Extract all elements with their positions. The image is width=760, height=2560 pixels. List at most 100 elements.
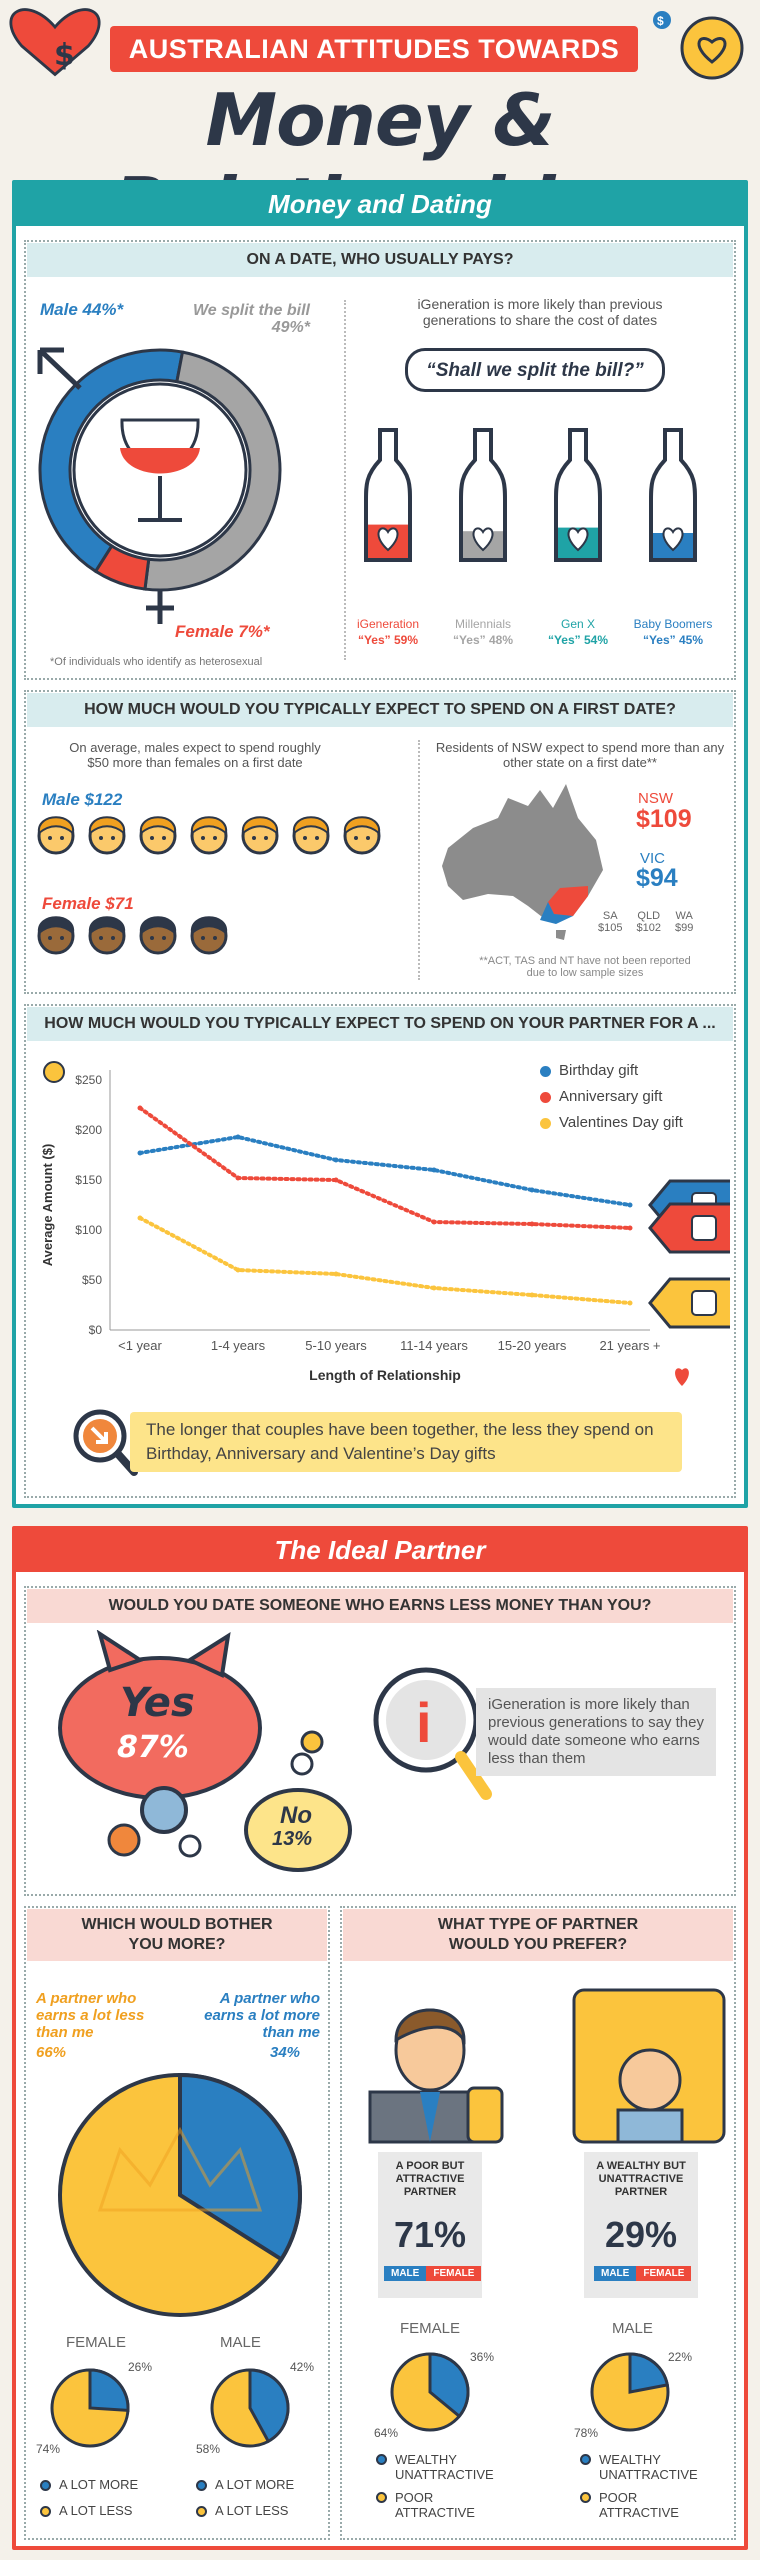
x-tick-5: 21 years + <box>599 1338 660 1353</box>
female-face-icon-1-eye-r <box>111 936 115 940</box>
partner-spend-callout: The longer that couples have been togeth… <box>130 1412 682 1472</box>
crown-icon <box>97 2126 263 2212</box>
less-label: A partner who earns a lot less than me <box>36 1990 145 2041</box>
coin-icon <box>680 16 744 80</box>
spend-faces <box>37 816 381 955</box>
yes-label: Yes <box>120 1680 195 1726</box>
male-face-icon-2-eye-l <box>150 836 154 840</box>
piggy-yes-icon <box>58 1630 262 1858</box>
split-intro: iGeneration is more likely than previous… <box>417 296 663 328</box>
prefer-female-poor: 64% <box>374 2426 399 2440</box>
bottle-2-generation: Gen X <box>561 617 595 631</box>
female-pays-label: Female 7%* <box>175 622 270 641</box>
bottle-0-heart-icon <box>377 527 399 552</box>
bottle-3-glass <box>651 430 695 560</box>
vic-region <box>540 902 573 924</box>
bother-female-more: 26% <box>128 2360 153 2374</box>
male-face-icon-5-hair <box>292 816 330 835</box>
series-2-point-4 <box>529 1292 535 1298</box>
male-face-icon-6-eye-l <box>354 836 358 840</box>
x-tick-4: 15-20 years <box>498 1338 567 1353</box>
series-0-point-1 <box>235 1134 241 1140</box>
series-2-point-3 <box>431 1285 437 1291</box>
prefer-female-title: FEMALE <box>400 2320 461 2337</box>
x-tick-2: 5-10 years <box>305 1338 367 1353</box>
series-0-point-0 <box>137 1150 143 1156</box>
small-coin-dollar: $ <box>657 14 664 28</box>
bother-male-less: 58% <box>196 2442 221 2456</box>
ring-segment-female <box>93 543 151 591</box>
bottle-1-glass <box>461 430 505 560</box>
bottle-1-outline <box>459 428 507 562</box>
series-1-point-2 <box>333 1177 339 1183</box>
partner-spend-chart: $0 $50 $100 $150 $200 $250 <1 year 1-4 years 5-1… <box>40 1061 730 1386</box>
wine-fill <box>120 448 200 474</box>
split-label: We split the bill 49%* <box>192 302 310 336</box>
big-pie-more-slice <box>178 2072 302 2263</box>
first-date-question: HOW MUCH WOULD YOU TYPICALLY EXPECT TO S… <box>27 693 733 727</box>
bottle-3-yes: “Yes” 45% <box>643 633 703 647</box>
vic-value: $94 <box>636 864 678 892</box>
magnifier-icon <box>73 1409 138 1476</box>
chart-heart-icon <box>675 1368 689 1386</box>
gift-tag-symbol-1 <box>691 1215 717 1241</box>
series-0-point-5 <box>627 1202 633 1208</box>
bottle-3-heart-icon <box>662 527 684 552</box>
who-pays-footnote: *Of individuals who identify as heterose… <box>50 656 263 668</box>
legend-dot-birthday <box>540 1065 551 1077</box>
bother-question: WHICH WOULD BOTHER YOU MORE? <box>27 1909 327 1961</box>
bother-male-pie-slice <box>248 2368 290 2444</box>
prefer-male-wealthy: 22% <box>668 2350 693 2364</box>
male-face-icon-1-eye-l <box>99 836 103 840</box>
yes-percent: 87% <box>117 1730 189 1765</box>
info-glyph: i <box>416 1691 432 1754</box>
legend-anniversary: Anniversary gift <box>540 1084 683 1110</box>
state-qld: QLD $102 <box>636 910 661 934</box>
prefer-male-title: MALE <box>612 2320 653 2337</box>
male-face-icon-6-hair <box>343 816 381 835</box>
bottle-1-yes: “Yes” 48% <box>453 633 513 647</box>
prefer-small-pies <box>390 2352 670 2432</box>
less-percent: 66% <box>36 2044 67 2061</box>
bottle-2-outline <box>554 428 602 562</box>
bother-legend-female: A LOT MORE A LOT LESS <box>40 2472 138 2524</box>
y-tick-0: $0 <box>89 1323 103 1337</box>
female-spend-label: Female $71 <box>42 894 134 913</box>
ring-segment-male <box>38 348 185 574</box>
who-pays-ring <box>37 347 282 624</box>
series-1-point-3 <box>431 1219 437 1225</box>
bother-female-pie-slice <box>88 2368 130 2412</box>
gift-tag-icon-2 <box>648 1277 730 1329</box>
small-coin-icon <box>653 11 671 29</box>
prefer-legend-female: WEALTHY UNATTRACTIVE POOR ATTRACTIVE <box>376 2452 494 2520</box>
bottle-2-glass <box>556 430 600 560</box>
bottle-2-yes: “Yes” 54% <box>548 633 608 647</box>
x-tick-1: 1-4 years <box>211 1338 266 1353</box>
y-tick-4: $200 <box>75 1123 102 1137</box>
partner-illustrations <box>368 1988 726 2144</box>
male-face-icon-1-eye-r <box>111 836 115 840</box>
bottle-3-outline <box>649 428 697 562</box>
series-2-point-2 <box>333 1271 339 1277</box>
male-face-icon-5-eye-r <box>315 836 319 840</box>
piggy-no-icon <box>244 1730 352 1872</box>
poor-attractive-label: A POOR BUT ATTRACTIVE PARTNER <box>395 2160 465 2198</box>
heart-icon <box>9 8 101 77</box>
header-decor: $ $ <box>9 8 744 80</box>
no-label: No <box>280 1802 312 1829</box>
prefer-female-pie-slice <box>428 2352 470 2419</box>
series-1-point-0 <box>137 1105 143 1111</box>
prefer-legend-male: WEALTHY UNATTRACTIVE POOR ATTRACTIVE <box>580 2452 698 2520</box>
prefer-question: WHAT TYPE OF PARTNER WOULD YOU PREFER? <box>343 1909 733 1961</box>
nsw-label: NSW <box>638 790 673 807</box>
male-face-icon-0-hair <box>37 816 75 835</box>
female-face-icon-2-hair <box>139 916 177 935</box>
bottle-1-generation: Millennials <box>455 617 511 631</box>
bother-legend-male: A LOT MORE A LOT LESS <box>196 2472 294 2524</box>
poor-female-tag: FEMALE <box>426 2266 482 2281</box>
state-values: SA $105 QLD $102 WA $99 <box>598 910 738 934</box>
wealthy-unattractive-label: A WEALTHY BUT UNATTRACTIVE PARTNER <box>596 2160 686 2198</box>
x-tick-3: 11-14 years <box>400 1338 468 1353</box>
x-tick-0: <1 year <box>118 1338 162 1353</box>
